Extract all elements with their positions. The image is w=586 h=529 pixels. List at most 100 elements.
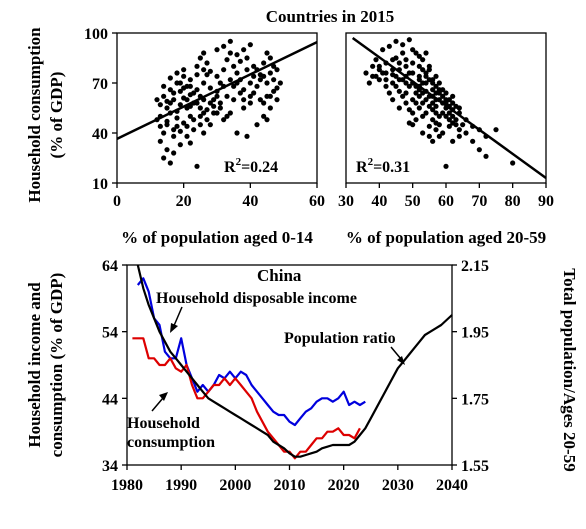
scatter-point — [370, 63, 376, 69]
scatter-point — [274, 67, 280, 73]
scatter-point — [443, 163, 449, 169]
scatter-point — [383, 70, 389, 76]
scatter-point — [257, 97, 263, 103]
scatter-point — [420, 57, 426, 63]
scatter-point — [413, 100, 419, 106]
scatter-point — [470, 138, 476, 144]
scatter-point — [174, 70, 180, 76]
scatter-point — [446, 110, 452, 116]
scatter-point — [446, 117, 452, 123]
scatter-point — [197, 122, 203, 128]
x-tick-label: 30 — [338, 193, 354, 210]
scatter-point — [191, 90, 197, 96]
scatter-point — [400, 93, 406, 99]
scatter-point — [261, 100, 267, 106]
scatter-point — [426, 123, 432, 129]
scatter-point — [227, 77, 233, 83]
scatter-point — [410, 110, 416, 116]
scatter-left-r2-sup: 2 — [236, 156, 242, 168]
scatter-point — [167, 75, 173, 81]
scatter-point — [426, 63, 432, 69]
scatter-point — [197, 113, 203, 119]
scatter-left-frame — [116, 32, 318, 184]
scatter-point — [403, 63, 409, 69]
scatter-point — [194, 163, 200, 169]
scatter-point — [400, 50, 406, 56]
scatter-point — [416, 77, 422, 83]
x-tick-label: 2000 — [219, 477, 251, 494]
scatter-point — [191, 127, 197, 133]
scatter-point — [244, 67, 250, 73]
scatter-point — [267, 70, 273, 76]
scatter-point — [373, 57, 379, 63]
scatter-point — [423, 80, 429, 86]
line-chart-xticks: 1980 1990 2000 2010 2020 2030 2040 — [111, 465, 468, 494]
x-tick-label: 2030 — [382, 477, 414, 494]
x-tick-label: 2020 — [328, 477, 360, 494]
scatter-point — [251, 73, 257, 79]
x-tick-label: 1980 — [111, 477, 143, 494]
scatter-point — [267, 93, 273, 99]
line-chart-yticks-left: 34 44 54 64 — [102, 258, 127, 475]
scatter-point — [201, 67, 207, 73]
scatter-point — [221, 67, 227, 73]
y-tick-label: 100 — [84, 26, 108, 43]
scatter-point — [207, 68, 213, 74]
scatter-point — [450, 93, 456, 99]
scatter-right-points — [363, 37, 516, 169]
y-tick-label-left: 34 — [102, 458, 118, 475]
scatter-point — [416, 63, 422, 69]
annotation-consumption-arrowhead — [159, 392, 168, 401]
scatter-point — [231, 83, 237, 89]
scatter-right-trendline — [351, 36, 547, 180]
scatter-point — [161, 93, 167, 99]
scatter-point — [423, 97, 429, 103]
scatter-point — [164, 118, 170, 124]
scatter-point — [423, 50, 429, 56]
scatter-point — [184, 97, 190, 103]
scatter-point — [264, 117, 270, 123]
scatter-right-r2-base: R — [356, 159, 368, 176]
scatter-point — [251, 63, 257, 69]
scatter-left-yticks: 10 40 70 100 — [84, 26, 117, 193]
x-tick-label: 40 — [242, 193, 258, 210]
scatter-point — [493, 127, 499, 133]
x-tick-label: 60 — [438, 193, 454, 210]
scatter-point — [261, 73, 267, 79]
scatter-point — [167, 160, 173, 166]
scatter-point — [420, 90, 426, 96]
scatter-point — [234, 130, 240, 136]
scatter-point — [241, 87, 247, 93]
scatter-point — [413, 50, 419, 56]
scatter-point — [456, 105, 462, 111]
scatter-point — [187, 140, 193, 146]
scatter-right-r2-sup: 2 — [368, 156, 374, 168]
scatter-point — [264, 50, 270, 56]
scatter-point — [380, 47, 386, 53]
scatter-point — [410, 97, 416, 103]
scatter-point — [247, 93, 253, 99]
scatter-point — [234, 52, 240, 58]
scatter-point — [433, 73, 439, 79]
scatter-point — [181, 73, 187, 79]
scatter-point — [450, 100, 456, 106]
scatter-point — [214, 73, 220, 79]
scatter-point — [171, 150, 177, 156]
scatter-point — [241, 97, 247, 103]
scatter-point — [244, 55, 250, 61]
scatter-point — [247, 100, 253, 106]
scatter-point — [204, 72, 210, 78]
scatter-point — [184, 123, 190, 129]
scatter-point — [406, 120, 412, 126]
scatter-point — [510, 160, 516, 166]
scatter-point — [154, 97, 160, 103]
x-tick-label: 60 — [309, 193, 325, 210]
scatter-point — [406, 83, 412, 89]
scatter-point — [393, 83, 399, 89]
y-tick-label: 40 — [92, 126, 108, 143]
scatter-point — [181, 120, 187, 126]
scatter-point — [433, 127, 439, 133]
annotation-consumption-1: Household — [127, 415, 200, 432]
scatter-left-xticks: 0 20 40 60 — [113, 183, 325, 210]
annotation-income-arrowhead — [170, 323, 178, 333]
